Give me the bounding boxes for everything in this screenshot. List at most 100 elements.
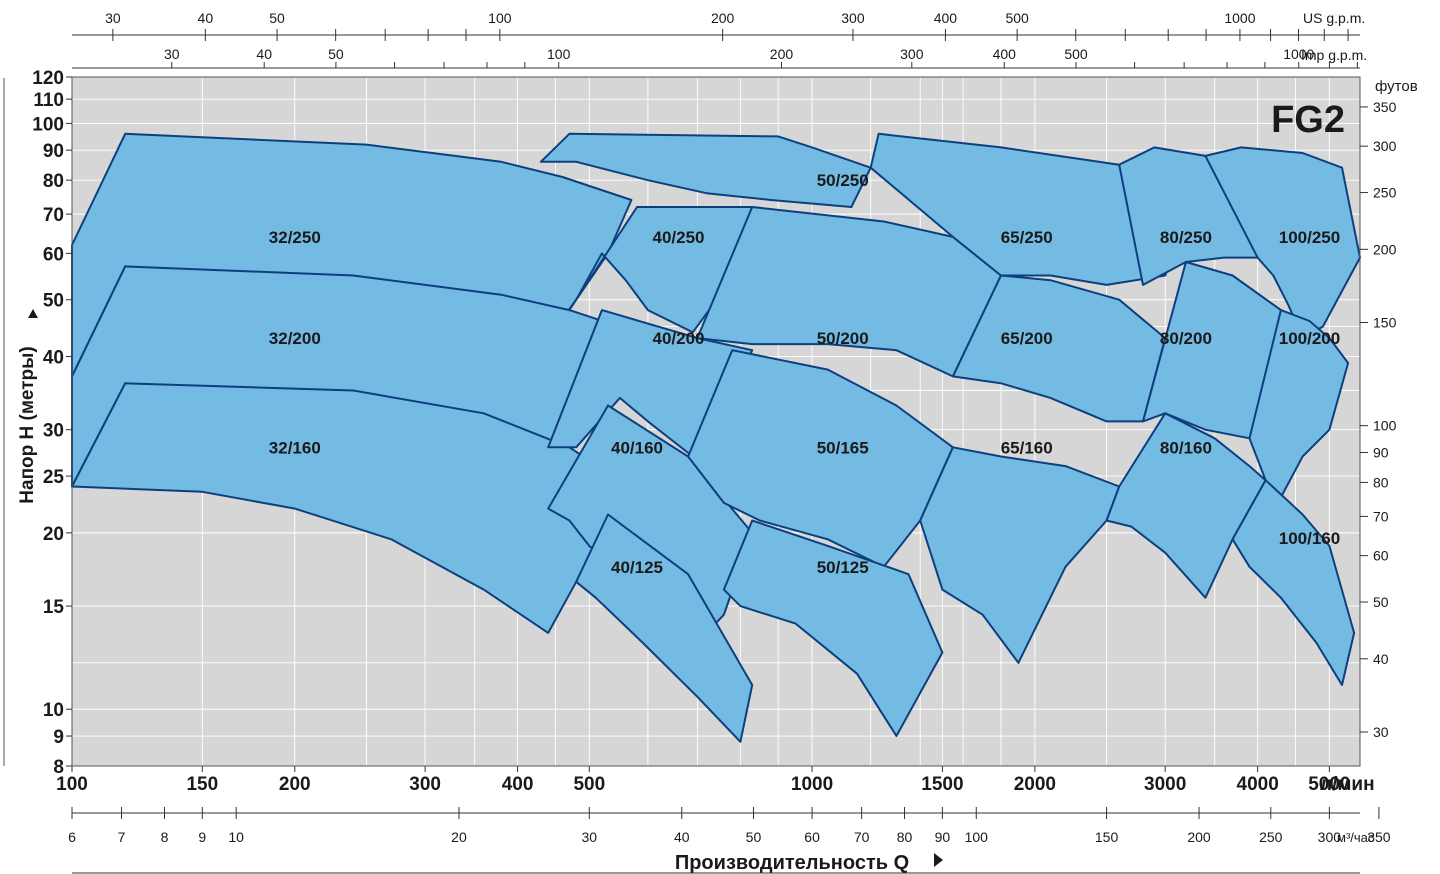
- region-label: 65/250: [1001, 228, 1053, 247]
- x-tick-label: 400: [502, 774, 534, 795]
- us-gpm-label: US g.p.m.: [1303, 10, 1365, 26]
- feet-tick-label: 70: [1373, 508, 1389, 524]
- y-tick-label: 20: [43, 524, 64, 545]
- m3h-tick-label: 50: [746, 829, 762, 845]
- us-gpm-tick-label: 50: [269, 10, 285, 26]
- region-label: 65/200: [1001, 329, 1053, 348]
- m3h-tick-label: 300: [1318, 829, 1342, 845]
- feet-tick-label: 350: [1373, 99, 1397, 115]
- x-tick-label: 5000: [1308, 774, 1350, 795]
- us-gpm-ticks: 30 40 50 100 200 300 400 500 1000: [105, 10, 1349, 41]
- region-label: 100/250: [1279, 228, 1340, 247]
- region-label: 32/250: [269, 228, 321, 247]
- y-tick-label: 90: [43, 141, 64, 162]
- m3h-tick-label: 40: [674, 829, 690, 845]
- feet-tick-label: 90: [1373, 444, 1389, 460]
- y-tick-label: 80: [43, 171, 64, 192]
- x-tick-label: 500: [573, 774, 605, 795]
- us-gpm-tick-label: 200: [711, 10, 735, 26]
- m3h-tick-label: 70: [854, 829, 870, 845]
- feet-tick-label: 250: [1373, 185, 1397, 201]
- y-tick-label: 30: [43, 421, 64, 442]
- region-label: 80/200: [1160, 329, 1212, 348]
- imp-gpm-tick-label: 1000: [1283, 46, 1314, 62]
- us-gpm-tick-label: 40: [198, 10, 214, 26]
- x-tick-label: 1500: [921, 774, 963, 795]
- x-tick-label: 200: [279, 774, 311, 795]
- m3h-tick-label: 7: [118, 829, 126, 845]
- m3h-tick-label: 8: [161, 829, 169, 845]
- feet-tick-label: 100: [1373, 418, 1397, 434]
- pump-region: [722, 519, 944, 737]
- pump-regions: [71, 132, 1361, 743]
- region-label: 40/125: [611, 558, 663, 577]
- us-gpm-tick-label: 30: [105, 10, 121, 26]
- region-label: 50/165: [817, 438, 869, 457]
- region-label: 50/200: [817, 329, 869, 348]
- m3h-tick-label: 350: [1367, 829, 1391, 845]
- us-gpm-tick-label: 1000: [1224, 10, 1255, 26]
- pump-region: [575, 513, 754, 743]
- y-tick-label: 8: [53, 757, 64, 778]
- y-tick-label: 10: [43, 700, 64, 721]
- feet-axis-ticks: 30 40 50 60 70 80 90 100 150 200 250 300 350: [1360, 99, 1397, 740]
- region-label: 32/160: [269, 438, 321, 457]
- y-tick-label: 100: [32, 114, 64, 135]
- region-label: 40/200: [653, 329, 705, 348]
- region-label: 100/200: [1279, 329, 1340, 348]
- us-gpm-tick-label: 400: [934, 10, 958, 26]
- region-label: 80/250: [1160, 228, 1212, 247]
- y-tick-label: 50: [43, 291, 64, 312]
- imp-gpm-label: Imp g.p.m.: [1301, 47, 1367, 63]
- m3h-tick-label: 10: [228, 829, 244, 845]
- pump-region: [869, 132, 1197, 286]
- pump-region: [1231, 479, 1356, 686]
- region-label: 40/250: [653, 228, 705, 247]
- m3h-tick-label: 6: [68, 829, 76, 845]
- y-axis-label: Напор Н (метры): [17, 346, 38, 503]
- y-tick-label: 70: [43, 205, 64, 226]
- x-tick-label: 100: [56, 774, 88, 795]
- x-axis-ticks: 100 150 200 300 400 500 1000 1500 2000 3000 4000 50…: [56, 766, 1351, 795]
- y-axis-arrow-icon: [28, 309, 38, 318]
- y-tick-label: 110: [33, 90, 64, 111]
- m3h-tick-label: 30: [582, 829, 598, 845]
- x-tick-label: 2000: [1014, 774, 1056, 795]
- chart-title: FG2: [1271, 99, 1345, 141]
- x-axis-label: Производительность Q: [675, 852, 909, 874]
- m3h-tick-label: 9: [198, 829, 206, 845]
- region-label: 65/160: [1001, 438, 1053, 457]
- x-unit-label: л/мин: [1320, 774, 1375, 795]
- us-gpm-tick-label: 300: [841, 10, 865, 26]
- m3h-tick-label: 150: [1095, 829, 1119, 845]
- region-label: 100/160: [1279, 529, 1340, 548]
- pump-region-labels: 32/250 32/200 32/160 40/250 40/200 40/160 40/1…: [269, 171, 1340, 577]
- m3h-tick-label: 100: [965, 829, 989, 845]
- feet-tick-label: 60: [1373, 548, 1389, 564]
- m3h-tick-label: 20: [451, 829, 467, 845]
- feet-axis-label: футов: [1375, 78, 1418, 95]
- x-tick-label: 300: [409, 774, 441, 795]
- m3h-tick-label: 60: [804, 829, 820, 845]
- imp-gpm-tick-label: 50: [328, 46, 344, 62]
- imp-gpm-tick-label: 40: [256, 46, 272, 62]
- region-label: 50/250: [817, 171, 869, 190]
- x-tick-label: 150: [186, 774, 218, 795]
- y-tick-label: 120: [32, 68, 64, 89]
- region-label: 50/125: [817, 558, 869, 577]
- x-tick-label: 4000: [1237, 774, 1279, 795]
- pump-region: [568, 206, 754, 334]
- y-tick-label: 25: [43, 467, 65, 488]
- region-label: 80/160: [1160, 438, 1212, 457]
- m3h-ticks: 6 7 8 9 10 20 30 40 50 60 70 80 90 100 150 200 250 300 350: [68, 807, 1391, 845]
- us-gpm-tick-label: 100: [488, 10, 512, 26]
- pump-region: [539, 132, 872, 208]
- imp-gpm-tick-label: 30: [164, 46, 180, 62]
- y-tick-label: 40: [43, 348, 64, 369]
- y-tick-label: 15: [43, 597, 65, 618]
- x-axis-arrow-icon: [934, 853, 943, 867]
- m3h-tick-label: 200: [1187, 829, 1211, 845]
- feet-tick-label: 40: [1373, 651, 1389, 667]
